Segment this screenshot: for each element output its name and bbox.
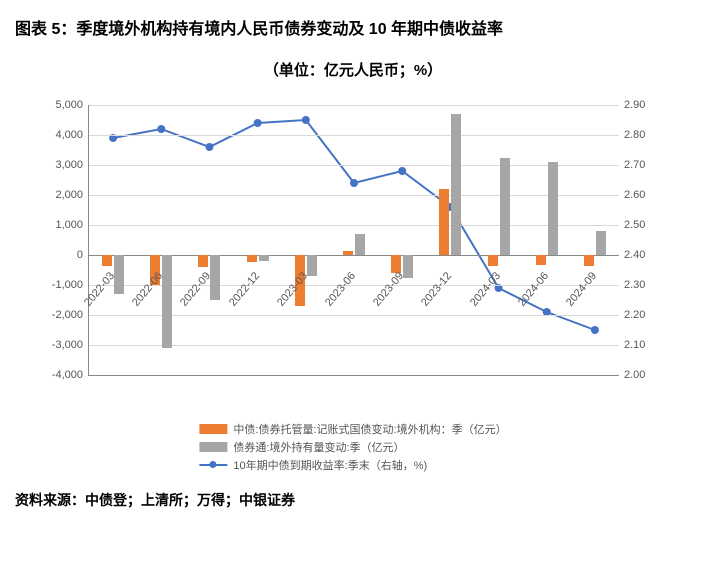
legend-swatch-line xyxy=(199,464,227,466)
yield-marker xyxy=(591,326,599,334)
legend-item-bar2: 债券通:境外持有量变动:季（亿元） xyxy=(199,439,506,455)
y-left-tick: -4,000 xyxy=(33,369,83,381)
y-right-tick: 2.20 xyxy=(624,309,664,321)
bar-series1 xyxy=(247,255,257,262)
chart-container: 中债:债券托管量:记账式国债变动:境外机构：季（亿元） 债券通:境外持有量变动:… xyxy=(33,95,673,475)
y-right-tick: 2.60 xyxy=(624,189,664,201)
bar-series1 xyxy=(536,255,546,265)
legend-item-bar1: 中债:债券托管量:记账式国债变动:境外机构：季（亿元） xyxy=(199,421,506,437)
yield-marker xyxy=(205,143,213,151)
y-left-tick: 4,000 xyxy=(33,129,83,141)
bar-series1 xyxy=(584,255,594,266)
y-left-tick: 2,000 xyxy=(33,189,83,201)
y-right-tick: 2.40 xyxy=(624,249,664,261)
bar-series2 xyxy=(403,255,413,278)
legend-label-bar2: 债券通:境外持有量变动:季（亿元） xyxy=(233,439,404,455)
chart-title: 图表 5：季度境外机构持有境内人民币债券变动及 10 年期中债收益率 xyxy=(15,15,691,39)
yield-marker xyxy=(398,167,406,175)
yield-marker xyxy=(254,119,262,127)
legend-swatch-bar1 xyxy=(199,424,227,434)
y-right-tick: 2.00 xyxy=(624,369,664,381)
y-left-tick: 5,000 xyxy=(33,99,83,111)
legend-label-line: 10年期中债到期收益率:季末（右轴，%) xyxy=(233,457,427,473)
legend-label-bar1: 中债:债券托管量:记账式国债变动:境外机构：季（亿元） xyxy=(233,421,506,437)
bar-series1 xyxy=(102,255,112,266)
y-left-tick: 0 xyxy=(33,249,83,261)
y-right-tick: 2.50 xyxy=(624,219,664,231)
y-left-tick: -1,000 xyxy=(33,279,83,291)
bar-series1 xyxy=(439,189,449,255)
y-left-tick: 1,000 xyxy=(33,219,83,231)
bar-series2 xyxy=(307,255,317,276)
yield-marker xyxy=(157,125,165,133)
yield-marker xyxy=(350,179,358,187)
y-right-tick: 2.80 xyxy=(624,129,664,141)
bar-series2 xyxy=(259,255,269,261)
legend: 中债:债券托管量:记账式国债变动:境外机构：季（亿元） 债券通:境外持有量变动:… xyxy=(199,419,506,475)
bar-series2 xyxy=(114,255,124,294)
y-right-tick: 2.70 xyxy=(624,159,664,171)
bar-series2 xyxy=(451,114,461,255)
y-right-tick: 2.30 xyxy=(624,279,664,291)
bar-series1 xyxy=(198,255,208,267)
bar-series2 xyxy=(548,162,558,255)
bar-series2 xyxy=(500,158,510,256)
source-text: 资料来源：中债登；上清所；万得；中银证券 xyxy=(15,490,691,510)
y-left-tick: 3,000 xyxy=(33,159,83,171)
bar-series2 xyxy=(162,255,172,348)
bar-series1 xyxy=(343,251,353,255)
bar-series2 xyxy=(596,231,606,255)
y-right-tick: 2.90 xyxy=(624,99,664,111)
bar-series2 xyxy=(355,234,365,255)
y-left-tick: -2,000 xyxy=(33,309,83,321)
legend-item-line: 10年期中债到期收益率:季末（右轴，%) xyxy=(199,457,506,473)
plot-area xyxy=(88,105,619,376)
yield-marker xyxy=(302,116,310,124)
y-left-tick: -3,000 xyxy=(33,339,83,351)
y-right-tick: 2.10 xyxy=(624,339,664,351)
bar-series1 xyxy=(488,255,498,266)
chart-subtitle: （单位：亿元人民币；%） xyxy=(15,59,691,80)
legend-swatch-bar2 xyxy=(199,442,227,452)
